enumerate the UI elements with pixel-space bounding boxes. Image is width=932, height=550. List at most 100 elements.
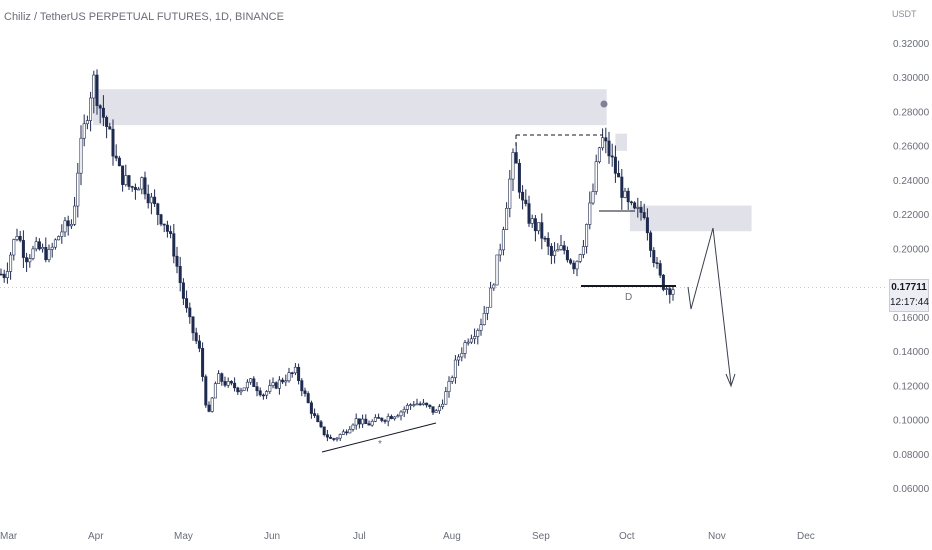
candle-body (415, 403, 419, 406)
candle-body (434, 410, 438, 413)
candle-body (629, 201, 633, 204)
candle-body (245, 381, 249, 389)
candle-body (348, 429, 352, 434)
candle-body (223, 381, 227, 386)
candle-body (277, 379, 281, 389)
candle-body (236, 387, 240, 393)
candle-body (85, 120, 89, 125)
support-trendline (321, 422, 437, 453)
candle-body (473, 336, 477, 340)
candle-body (172, 233, 176, 257)
candle-body (377, 417, 381, 419)
candle-body (297, 366, 301, 381)
candle-body (540, 222, 544, 239)
candle-body (242, 387, 246, 391)
x-axis-tick: Jul (353, 531, 366, 542)
candle-body (261, 394, 265, 397)
candle-body (546, 237, 550, 247)
candle-body (303, 390, 307, 394)
candle-body (610, 155, 614, 158)
x-axis-tick: May (174, 531, 193, 542)
candle-body (370, 420, 374, 426)
candle-body (322, 426, 326, 435)
candle-body (92, 74, 96, 99)
candle-body (226, 381, 230, 386)
candle-body (239, 390, 243, 393)
candle-body (396, 415, 400, 418)
candle-body (527, 203, 531, 224)
candle-body (309, 402, 313, 414)
candle-body (82, 123, 86, 139)
last-price-tag: 0.17711 12:17:44 (889, 279, 929, 312)
candle-body (460, 353, 464, 358)
candle-body (495, 254, 499, 286)
candle-body (373, 417, 377, 422)
candle-body (197, 340, 201, 349)
peak-marker (600, 100, 608, 108)
y-axis-tick: 0.08000 (893, 450, 930, 461)
candle-body (271, 382, 275, 386)
candle-body (204, 376, 208, 406)
candle-body (338, 434, 342, 439)
candle-body (453, 359, 457, 378)
candle-body (50, 246, 54, 250)
candle-body (530, 218, 534, 224)
candle-body (658, 263, 662, 276)
candle-body (623, 190, 627, 198)
candle-body (124, 175, 128, 185)
candle-body (169, 231, 173, 234)
candle-body (521, 191, 525, 201)
candle-body (511, 152, 515, 180)
candle-body (645, 217, 649, 234)
candle-body (249, 378, 253, 383)
candle-body (175, 255, 179, 267)
candle-body (21, 240, 25, 258)
candle-body (565, 250, 569, 261)
candle-body (220, 373, 224, 382)
candle-body (620, 176, 624, 198)
x-axis-tick: Dec (797, 531, 815, 542)
candle-body (121, 165, 125, 185)
candle-body (133, 187, 137, 190)
candle-body (316, 415, 320, 423)
y-axis-tick: 0.10000 (893, 416, 930, 427)
candle-body (402, 409, 406, 413)
candle-body (412, 404, 416, 406)
chart-title: Chiliz / TetherUS PERPETUAL FUTURES, 1D,… (4, 11, 284, 23)
x-axis-tick: Jun (264, 531, 280, 542)
candle-body (549, 245, 553, 256)
candle-body (130, 186, 134, 188)
candle-body (607, 140, 611, 157)
y-axis-tick: 0.20000 (893, 244, 930, 255)
candle-body (447, 381, 451, 392)
candle-body (489, 287, 493, 308)
candle-body (633, 202, 637, 209)
trendline-label: * (378, 439, 382, 450)
candle-body (140, 177, 144, 190)
candle-body (437, 406, 441, 412)
candle-body (428, 404, 432, 407)
candle-body (319, 421, 323, 428)
candle-body (652, 250, 656, 263)
y-axis-tick: 0.14000 (893, 347, 930, 358)
candle-body (361, 418, 365, 425)
candle-body (233, 382, 237, 389)
y-axis-tick: 0.28000 (893, 107, 930, 118)
candle-body (492, 284, 496, 289)
candle-body (332, 438, 336, 440)
candle-body (12, 239, 16, 256)
candle-body (31, 248, 35, 259)
candle-body (137, 188, 141, 191)
supply-zone-1 (93, 89, 607, 126)
candle-body (444, 391, 448, 405)
candle-body (217, 373, 221, 384)
y-axis-tick: 0.12000 (893, 381, 930, 392)
candle-body (575, 261, 579, 270)
candle-body (514, 152, 518, 164)
candle-body (367, 423, 371, 426)
candle-body (508, 178, 512, 209)
candle-body (2, 273, 6, 279)
candle-body (229, 381, 233, 384)
candle-body (524, 199, 528, 204)
